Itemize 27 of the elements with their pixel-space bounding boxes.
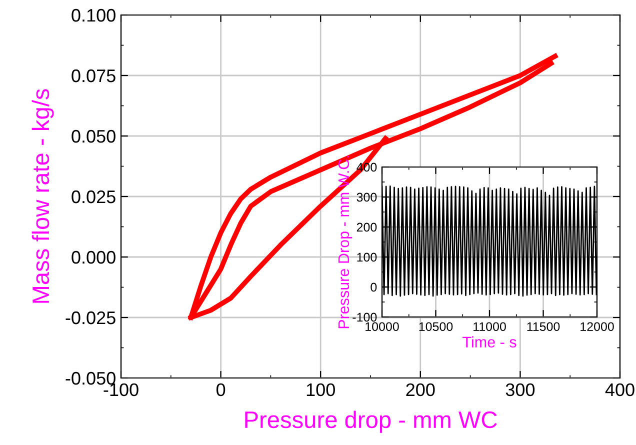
y-tick-label: 0.025	[72, 190, 116, 204]
x-tick-label: 100	[306, 383, 335, 396]
y-tick-label: 0.100	[72, 8, 116, 22]
y-tick-label: -0.025	[66, 311, 116, 324]
x-tick-label: 10000	[366, 322, 399, 332]
y-tick-label: 0.050	[72, 130, 116, 143]
y-tick-label: 300	[356, 192, 377, 202]
y-tick-label: 0	[370, 282, 377, 292]
y-tick-label: 0.000	[72, 250, 116, 264]
x-tick-label: 10500	[419, 322, 453, 332]
y-tick-label: -0.050	[66, 372, 116, 385]
x-tick-label: 11500	[527, 322, 560, 332]
x-axis-title: Pressure drop - mm WC	[245, 410, 497, 433]
x-tick-label: 12000	[580, 322, 614, 332]
y-axis-title: Mass flow rate - kg/s	[32, 89, 54, 303]
y-tick-label: 100	[357, 252, 377, 262]
y-tick-label: 200	[356, 222, 377, 232]
x-tick-label: 200	[406, 383, 435, 396]
x-tick-label: -100	[104, 383, 138, 396]
y-tick-label: -100	[352, 312, 377, 322]
y-axis-title: Pressure Drop - mm W.C.	[338, 156, 352, 328]
y-tick-label: 0.075	[72, 69, 116, 82]
x-tick-label: 0	[216, 383, 226, 396]
x-tick-label: 11000	[474, 322, 506, 332]
x-axis-title: Time - s	[462, 336, 516, 348]
x-tick-label: 400	[605, 383, 634, 396]
x-tick-label: 300	[506, 383, 535, 396]
